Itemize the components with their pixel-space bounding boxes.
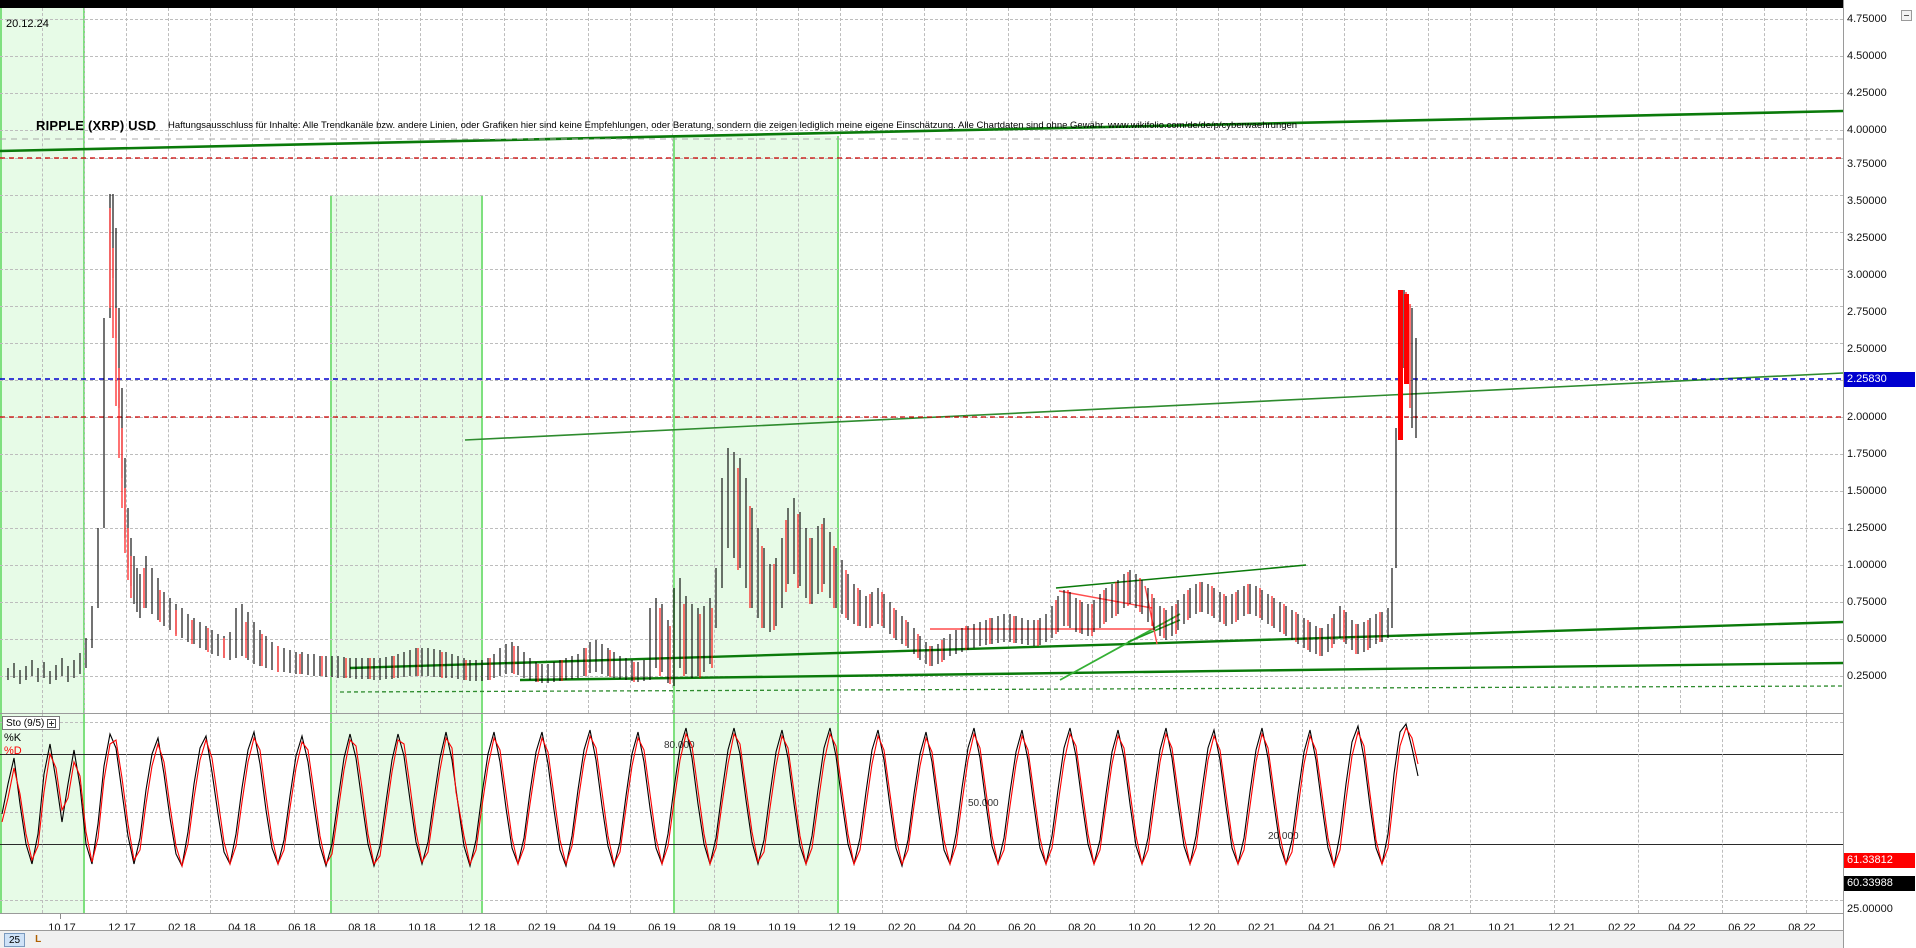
window-top-strip [0,0,1916,8]
trendline-rising-mid [349,620,1843,670]
trendline-red-vert [1144,585,1158,645]
level-label-50: 50.000 [968,798,999,809]
highlight-band [330,714,483,913]
price-axis-label: 4.50000 [1847,50,1887,62]
indicator-name-label: Sto (9/5) [6,717,45,729]
trendline-wedge-rise [1059,613,1181,681]
price-axis-label: 4.25000 [1847,87,1887,99]
price-axis-label: 1.00000 [1847,559,1887,571]
status-bar[interactable]: 25 L [0,930,1843,948]
trendline-wedge-top [1055,564,1307,589]
price-axis-label: 0.75000 [1847,596,1887,608]
indicator-legend[interactable]: Sto (9/5) [2,716,61,730]
chart-date-label: 20.12.24 [6,18,49,30]
stochastic-series-canvas [1,722,1419,869]
price-chart-pane[interactable]: 20.12.24 RIPPLE (XRP) USD Haftungsaussch… [0,8,1843,713]
series-label-k: %K [4,732,22,744]
price-axis-label: 2.50000 [1847,343,1887,355]
status-mode-flag: L [35,934,42,945]
price-axis-label: 3.25000 [1847,232,1887,244]
indicator-axis-label: 25.00000 [1847,903,1893,915]
price-axis-label: 4.75000 [1847,13,1887,25]
series-k-line [1,722,1419,869]
trendline-descending [464,372,1843,441]
trendline-rising-low [519,661,1843,682]
price-axis-label: 3.50000 [1847,195,1887,207]
latest-candle-body [1398,290,1409,440]
plus-box-icon[interactable] [47,718,57,728]
trendline-channel-top [0,109,1843,153]
status-value-field[interactable]: 25 [4,932,26,947]
trendline-dashed-lower [339,685,1843,693]
level-label-80: 80.000 [664,740,695,751]
stochastic-indicator-pane[interactable]: Sto (9/5) %K %D 80.000 50.000 20.000 [0,713,1843,913]
level-label-20: 20.000 [1268,831,1299,842]
series-d-line [1,726,1419,868]
price-axis-label: 2.00000 [1847,411,1887,423]
candle-wicks-red [109,208,1411,684]
price-axis-label: 1.25000 [1847,522,1887,534]
series-label-d: %D [4,745,22,757]
price-axis-label: 2.75000 [1847,306,1887,318]
price-axis-label: 3.75000 [1847,158,1887,170]
price-axis-label: 1.50000 [1847,485,1887,497]
indicator-value-k-badge: 60.33988 [1844,876,1915,891]
indicator-value-d-badge: 61.33812 [1844,853,1915,868]
disclaimer-text: Haftungsausschluss für Inhalte: Alle Tre… [168,120,1298,131]
page-title: RIPPLE (XRP) USD [36,118,157,133]
price-axis-label: 0.50000 [1847,633,1887,645]
level-20-line [0,844,1843,845]
price-axis[interactable]: 4.75000 4.50000 4.25000 4.00000 3.75000 … [1843,0,1916,948]
price-axis-label: 4.00000 [1847,124,1887,136]
price-axis-label: 3.00000 [1847,269,1887,281]
price-axis-label: 0.25000 [1847,670,1887,682]
price-axis-label: 1.75000 [1847,448,1887,460]
level-80-line [0,754,1843,755]
current-price-badge: 2.25830 [1844,372,1915,387]
candle-wicks-black [7,194,1417,686]
minimize-icon[interactable] [1901,10,1912,21]
price-series-canvas [0,109,1843,693]
